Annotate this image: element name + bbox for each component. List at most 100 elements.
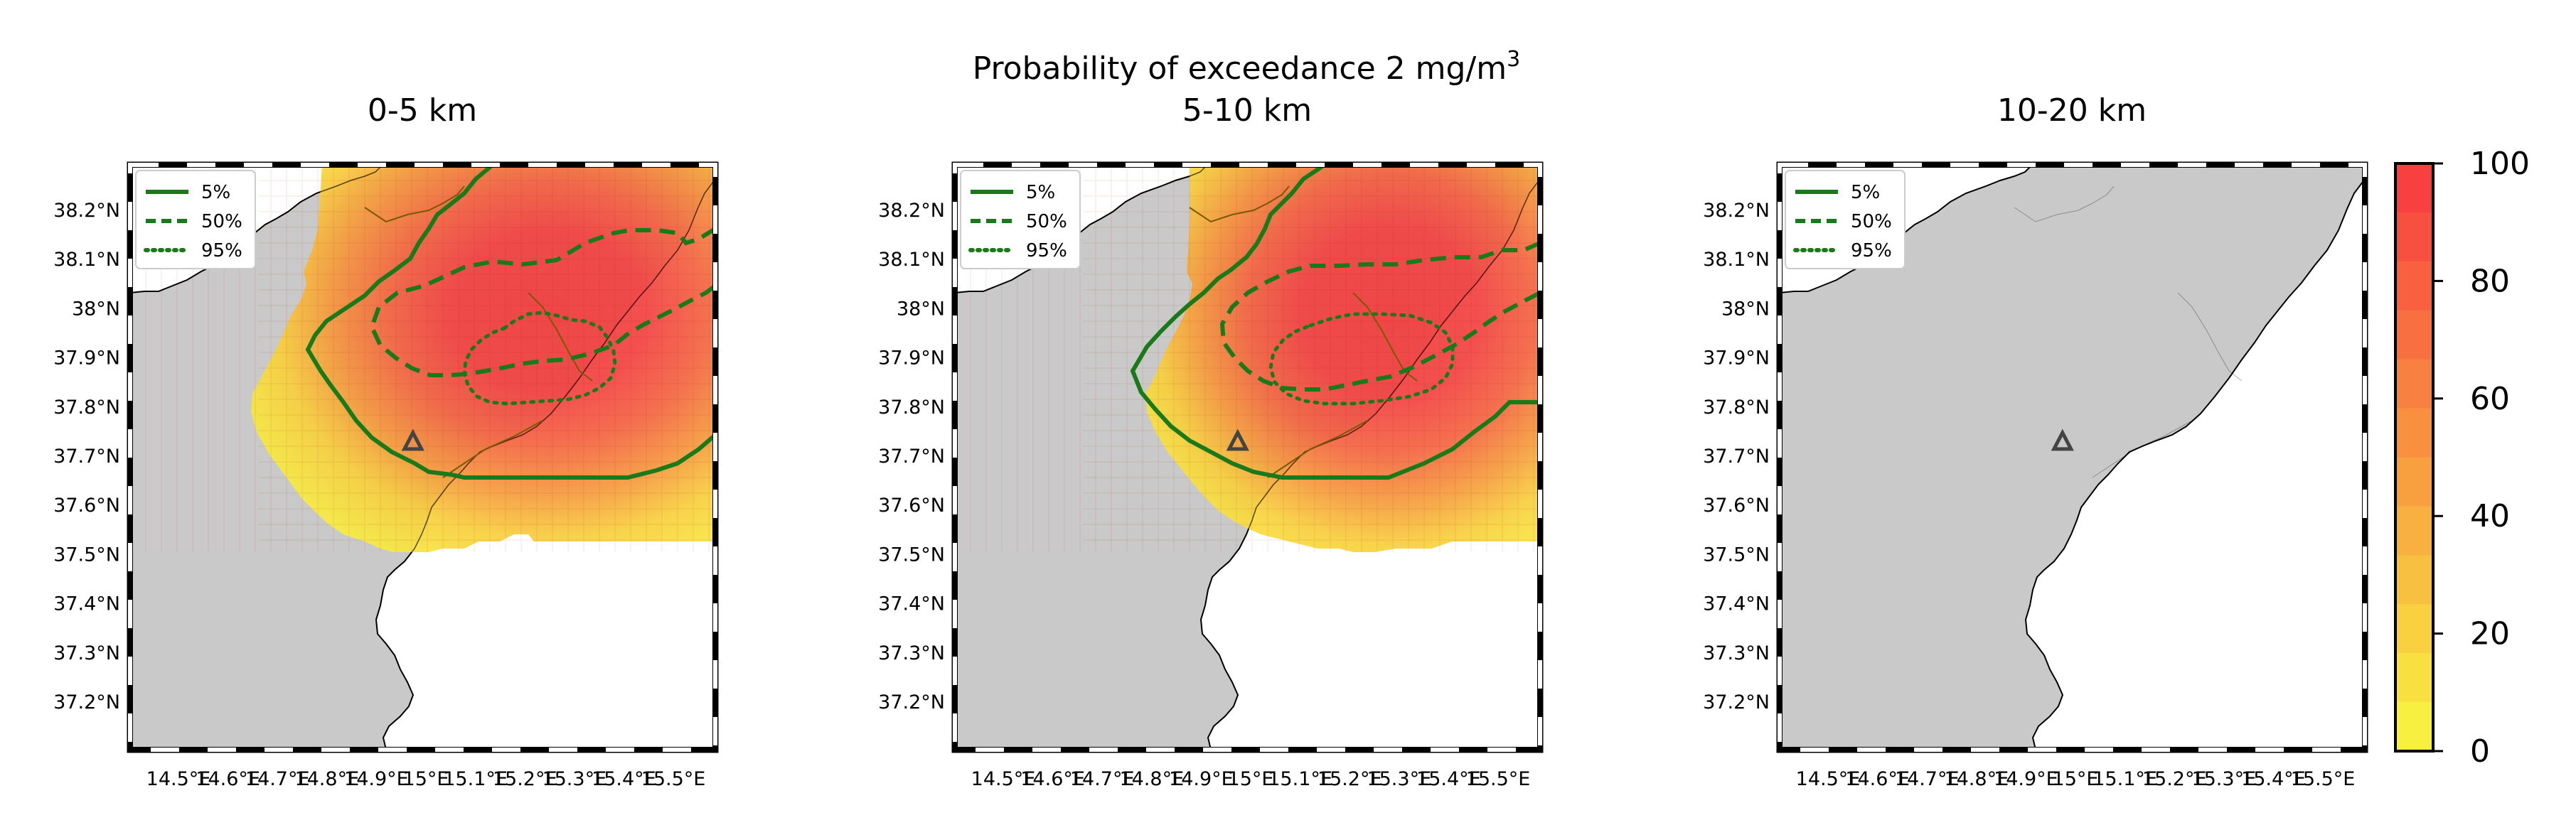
lon-tick-label: 15.3°E (542, 768, 606, 790)
lon-tick-label: 14.9°E (1169, 768, 1234, 790)
colorbar-tick-label: 0 (2470, 733, 2490, 770)
contour-50pct (1219, 241, 1540, 392)
lon-tick-label: 15.1°E (1268, 768, 1332, 790)
vent-marker (2051, 428, 2074, 451)
contour-95pct (1268, 312, 1455, 406)
map-frame-dash (1778, 163, 2367, 752)
vent-marker (1226, 428, 1249, 451)
map-panels: 5% 50% 95% 38.2°N 38.1°N 38°N 37.9°N 37.8°N 37.7… (53, 161, 2368, 790)
colorbar-band (2395, 604, 2433, 654)
panel-title-2: 10-20 km (1997, 92, 2147, 129)
colorbar-tick-label: 40 (2470, 498, 2510, 534)
lon-tick-label: 15.1°E (443, 768, 508, 790)
lon-tick-label: 14.8°E (294, 768, 359, 790)
lon-tick-label: 14.6°E (1845, 768, 1910, 790)
colorbar-band (2395, 359, 2433, 409)
lat-tick-label: 37.6°N (1703, 495, 1770, 517)
lat-tick-label: 37.2°N (1703, 691, 1770, 713)
probability-field (1145, 165, 1540, 552)
legend-label: 5% (1026, 182, 1055, 203)
lat-tick-label: 38.2°N (878, 200, 945, 222)
grid-cells (955, 165, 1540, 552)
colorbar-tick-label: 100 (2470, 146, 2530, 182)
vent-marker (401, 428, 424, 451)
legend: 5% 50% 95% (960, 170, 1081, 269)
lon-tick-label: 15°E (1228, 768, 1274, 790)
lon-tick-label: 15.4°E (2241, 768, 2306, 790)
colorbar-swatches (2395, 163, 2433, 752)
lon-tick-label: 14.6°E (196, 768, 260, 790)
lat-tick-label: 37.8°N (1703, 397, 1770, 419)
lon-tick-label: 15.1°E (2093, 768, 2157, 790)
colorbar-band (2395, 506, 2433, 556)
map-panel-1: 5% 50% 95% 38.2°N 38.1°N 38°N 37.9°N 37.8°N 37.7… (878, 161, 1544, 790)
legend: 5% 50% 95% (1785, 170, 1906, 269)
lat-tick-label: 38.1°N (878, 249, 945, 271)
colorbar-tick-label: 20 (2470, 616, 2510, 652)
lon-tick-label: 14.5°E (146, 768, 211, 790)
lon-tick-label: 14.7°E (1895, 768, 1960, 790)
legend-label: 50% (1851, 211, 1892, 232)
lon-tick-label: 15.4°E (592, 768, 656, 790)
lat-tick-label: 37.3°N (1703, 642, 1770, 664)
lat-tick-label: 37.6°N (53, 495, 120, 517)
lon-tick-label: 14.9°E (344, 768, 409, 790)
lat-tick-label: 38°N (897, 298, 945, 320)
lat-tick-label: 37.4°N (878, 593, 945, 615)
lon-tick-label: 15.2°E (493, 768, 557, 790)
lon-tick-label: 14.6°E (1020, 768, 1085, 790)
lat-tick-label: 37.2°N (53, 691, 120, 713)
lon-tick-label: 15.5°E (641, 768, 706, 790)
lat-tick-label: 37.7°N (1703, 446, 1770, 468)
lat-tick-label: 37.5°N (878, 544, 945, 566)
colorbar-band (2395, 653, 2433, 703)
lon-tick-label: 15.3°E (1367, 768, 1431, 790)
colorbar: 100 80 60 40 20 0 (2394, 146, 2530, 770)
lon-tick-label: 15.2°E (1318, 768, 1382, 790)
colorbar-tick-label: 80 (2470, 263, 2510, 299)
contour-5pct (305, 165, 715, 480)
colorbar-band (2395, 261, 2433, 311)
lat-tick-label: 38°N (1721, 298, 1770, 320)
probability-field (251, 165, 715, 552)
lon-tick-label: 14.7°E (245, 768, 310, 790)
lat-tick-label: 37.7°N (53, 446, 120, 468)
legend-label: 50% (1026, 211, 1067, 232)
lat-tick-label: 37.3°N (878, 642, 945, 664)
lon-tick-label: 15°E (2053, 768, 2099, 790)
lat-tick-label: 37.5°N (1703, 544, 1770, 566)
panel-title-0: 0-5 km (368, 92, 477, 129)
lat-tick-label: 37.8°N (53, 397, 120, 419)
colorbar-tick-label: 60 (2470, 381, 2510, 417)
map-panel-0: 5% 50% 95% 38.2°N 38.1°N 38°N 37.9°N 37.8°N 37.7… (53, 161, 719, 790)
lat-tick-label: 37.2°N (878, 691, 945, 713)
colorbar-frame (2394, 162, 2435, 753)
colorbar-band (2395, 555, 2433, 605)
colorbar-band (2395, 163, 2433, 213)
lon-tick-label: 15°E (403, 768, 449, 790)
lat-tick-label: 37.4°N (1703, 593, 1770, 615)
lon-tick-label: 15.5°E (2291, 768, 2356, 790)
contour-5pct (1130, 165, 1540, 480)
legend-label: 95% (201, 240, 242, 261)
lat-tick-label: 38°N (72, 298, 120, 320)
lon-tick-label: 14.9°E (1994, 768, 2058, 790)
lat-tick-label: 37.9°N (53, 347, 120, 370)
lat-tick-label: 37.7°N (878, 446, 945, 468)
lat-tick-label: 37.9°N (878, 347, 945, 370)
lon-tick-label: 15.3°E (2191, 768, 2256, 790)
map-frame-dash (128, 163, 717, 752)
lon-tick-label: 14.8°E (1944, 768, 2009, 790)
contour-50pct (369, 227, 715, 377)
legend: 5% 50% 95% (135, 170, 256, 269)
lat-tick-label: 38.1°N (53, 249, 120, 271)
lon-tick-label: 14.7°E (1070, 768, 1135, 790)
lon-tick-label: 14.8°E (1119, 768, 1184, 790)
lat-tick-label: 37.8°N (878, 397, 945, 419)
lon-tick-label: 14.5°E (1796, 768, 1861, 790)
figure-title: Probability of exceedance 2 mg/m3 (973, 47, 1520, 87)
legend-label: 50% (201, 211, 242, 232)
lon-tick-label: 15.5°E (1466, 768, 1531, 790)
colorbar-band (2395, 457, 2433, 507)
